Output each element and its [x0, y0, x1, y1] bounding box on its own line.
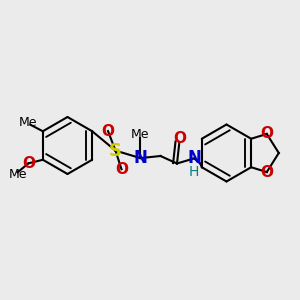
Text: O: O: [173, 131, 186, 146]
Text: O: O: [22, 156, 35, 171]
Text: O: O: [101, 124, 115, 139]
Text: O: O: [260, 164, 273, 179]
Text: S: S: [109, 142, 122, 160]
Text: H: H: [189, 165, 199, 179]
Text: O: O: [115, 162, 128, 177]
Text: Me: Me: [19, 116, 38, 129]
Text: N: N: [187, 149, 201, 167]
Text: N: N: [134, 149, 147, 167]
Text: O: O: [260, 126, 273, 141]
Text: Me: Me: [131, 128, 150, 141]
Text: Me: Me: [8, 168, 27, 181]
